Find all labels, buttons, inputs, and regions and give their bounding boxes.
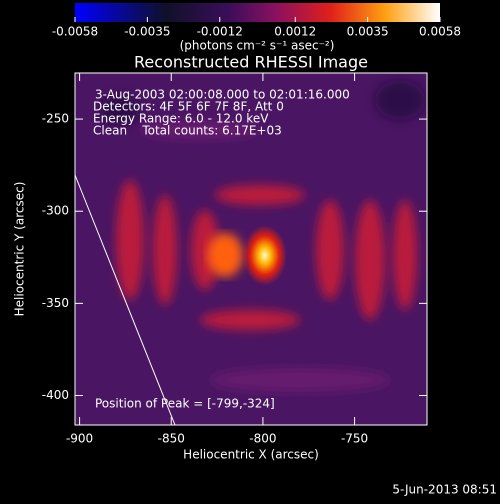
colorbar bbox=[75, 3, 440, 22]
y-tick-label: -400 bbox=[42, 388, 69, 402]
chart-title: Reconstructed RHESSI Image bbox=[134, 53, 368, 72]
peak-label: Position of Peak = [-799,-324] bbox=[95, 397, 275, 411]
x-tick-label: -800 bbox=[249, 432, 276, 446]
x-axis-label: Heliocentric X (arcsec) bbox=[183, 448, 319, 462]
peak-source bbox=[242, 225, 287, 286]
colorbar-tick-label: -0.0035 bbox=[124, 25, 170, 39]
x-tick-label: -850 bbox=[158, 432, 185, 446]
annotation: Energy Range: 6.0 - 12.0 keV bbox=[93, 112, 269, 126]
y-tick-label: -250 bbox=[42, 112, 69, 126]
plot-frame bbox=[74, 72, 428, 426]
colorbar-tick-label: -0.0012 bbox=[197, 25, 243, 39]
x-tick-label: -900 bbox=[66, 432, 93, 446]
y-tick-label: -300 bbox=[42, 204, 69, 218]
colorbar-tick-label: 0.0012 bbox=[274, 25, 316, 39]
colorbar-tick-label: 0.0035 bbox=[347, 25, 389, 39]
colorbar-tick-label: -0.0058 bbox=[52, 25, 98, 39]
footer: 5-Jun-2013 08:51 bbox=[392, 483, 497, 497]
image bbox=[75, 73, 427, 425]
annotation: Clean Total counts: 6.17E+03 bbox=[93, 124, 282, 138]
annotation: 3-Aug-2003 02:00:08.000 to 02:01:16.000 bbox=[95, 88, 350, 102]
colorbar-tick-label: 0.0058 bbox=[419, 25, 461, 39]
y-tick-label: -350 bbox=[42, 296, 69, 310]
y-axis-label: Heliocentric Y (arcsec) bbox=[13, 182, 27, 317]
limb bbox=[74, 174, 176, 426]
colorbar-label: (photons cm⁻² s⁻¹ asec⁻²) bbox=[180, 39, 335, 53]
x-tick-label: -750 bbox=[341, 432, 368, 446]
annotation: Detectors: 4F 5F 6F 7F 8F, Att 0 bbox=[93, 100, 284, 114]
